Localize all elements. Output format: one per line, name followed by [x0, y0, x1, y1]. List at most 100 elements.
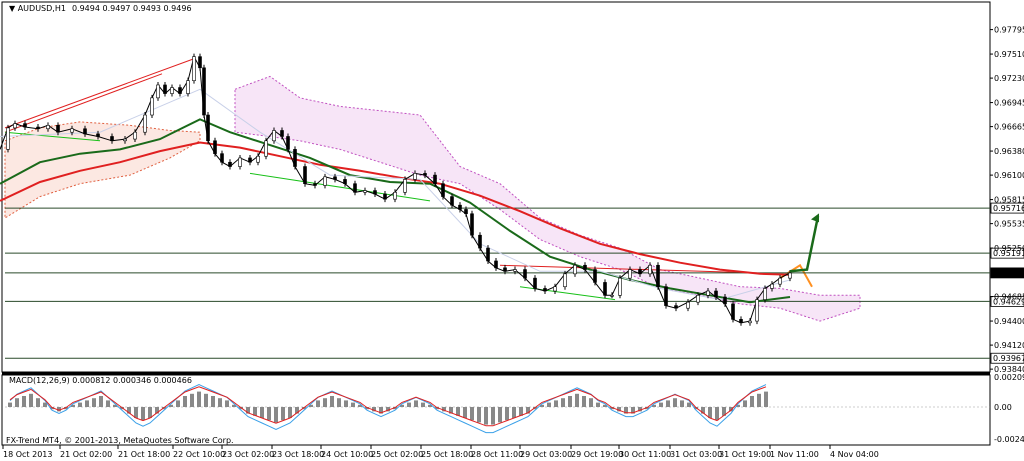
macd-bar-5: [43, 402, 47, 407]
level-tag-3: [990, 296, 1024, 307]
candle-body-52: [464, 209, 468, 215]
macd-bar-89: [631, 407, 635, 414]
candle-body-9: [96, 133, 100, 137]
candle-body-81: [731, 303, 735, 320]
macd-bar-32: [232, 404, 236, 407]
level-label-0: 0.95716: [993, 204, 1024, 213]
candle-body-7: [70, 128, 74, 133]
macd-bar-4: [36, 398, 40, 407]
candle-body-3: [23, 123, 27, 128]
macd-bar-88: [624, 407, 628, 414]
level-tag-1: [990, 247, 1024, 259]
candle-body-44: [393, 191, 397, 200]
time-label-12: 30 Oct 11:00: [619, 450, 671, 459]
candle-body-49: [441, 183, 445, 197]
macd-bar-81: [575, 393, 579, 407]
time-label-10: 29 Oct 03:00: [520, 450, 572, 459]
trend-line-2: [4, 131, 101, 142]
projection-arrow: [789, 213, 820, 273]
level-tag-0: [990, 202, 1024, 214]
price-tick-label-6: 0.96100: [994, 171, 1024, 180]
candle-body-57: [503, 267, 507, 272]
macd-bar-108: [764, 391, 768, 407]
macd-bar-58: [414, 400, 418, 407]
macd-bar-24: [176, 400, 180, 407]
horizontal-levels: 0.95716 0.95191 0.94961 0.94629 0.93967: [5, 202, 1024, 364]
projection-line: [789, 216, 820, 273]
time-label-4: 23 Oct 02:00: [222, 450, 274, 459]
header-symbol: AUDUSD,H1: [18, 4, 66, 13]
time-label-9: 28 Oct 11:00: [471, 450, 523, 459]
level-label-1: 0.95191: [993, 249, 1024, 258]
candle-body-83: [748, 320, 752, 324]
candle-body-59: [523, 269, 527, 279]
candle-body-54: [478, 234, 482, 249]
candle-body-12: [133, 131, 137, 140]
projection-arrowhead: [811, 213, 819, 223]
macd-bar-95: [673, 398, 677, 407]
candle-body-32: [280, 130, 284, 137]
macd-bar-31: [225, 400, 229, 407]
macd-bar-67: [477, 407, 481, 423]
macd-signal-line: [9, 386, 767, 427]
price-tick-label-8: 0.95535: [994, 220, 1024, 229]
macd-bar-34: [246, 407, 250, 414]
candle-body-60: [533, 277, 537, 289]
price-path: [0, 53, 792, 326]
macd-bar-43: [309, 404, 313, 407]
macd-bar-52: [372, 407, 376, 412]
macd-bar-71: [505, 407, 509, 421]
candle-body-27: [238, 157, 242, 167]
macd-bar-93: [659, 402, 663, 407]
macd-bar-80: [568, 396, 572, 407]
time-label-16: 4 Nov 04:00: [830, 450, 879, 459]
macd-bar-41: [295, 407, 299, 414]
macd-bar-83: [589, 398, 593, 407]
candle-body-61: [543, 288, 547, 292]
macd-bar-46: [330, 396, 334, 407]
candle-body-31: [272, 130, 276, 142]
macd-bar-68: [484, 407, 488, 425]
candle-body-77: [696, 295, 700, 303]
macd-bar-76: [540, 404, 544, 407]
macd-bar-20: [148, 407, 152, 418]
macd-bar-92: [652, 404, 656, 407]
macd-bar-59: [421, 402, 425, 407]
macd-bar-3: [29, 393, 33, 407]
candle-body-85: [763, 288, 767, 300]
macd-bar-2: [22, 396, 26, 407]
macd-bar-36: [260, 407, 264, 418]
candle-body-28: [248, 157, 252, 163]
macd-bar-18: [134, 407, 138, 418]
candle-body-22: [202, 67, 206, 116]
candle-body-76: [686, 301, 690, 309]
macd-bar-13: [99, 396, 103, 407]
candle-body-68: [610, 295, 614, 297]
candle-body-41: [363, 190, 367, 193]
candle-body-55: [486, 247, 490, 262]
macd-bar-57: [407, 402, 411, 407]
candle-body-63: [563, 273, 567, 288]
footer-copyright: FX-Trend MT4, © 2001-2013, MetaQuotes So…: [6, 436, 234, 445]
macd-header: MACD(12,26,9) 0.000812 0.000346 0.000466: [9, 376, 192, 385]
candle-body-71: [638, 269, 642, 275]
macd-bar-85: [603, 404, 607, 407]
macd-bar-69: [491, 407, 495, 425]
candle-body-72: [648, 264, 652, 275]
macd-bar-21: [155, 407, 159, 414]
price-tick-label-13: 0.93840: [994, 365, 1024, 374]
candle-body-74: [664, 286, 668, 306]
macd-bar-14: [106, 400, 110, 407]
macd-bar-82: [582, 396, 586, 407]
header-arrow-icon: ▼: [9, 4, 18, 13]
candle-body-64: [573, 264, 577, 275]
candle-body-56: [494, 260, 498, 269]
macd-bar-104: [736, 404, 740, 407]
time-label-1: 21 Oct 02:00: [60, 450, 112, 459]
candle-body-70: [628, 269, 632, 279]
macd-bar-38: [274, 407, 278, 423]
macd-bar-1: [15, 398, 19, 407]
candle-body-78: [706, 290, 710, 296]
price-tick-label-10: 0.94685: [994, 293, 1024, 302]
candle-body-75: [674, 305, 678, 309]
